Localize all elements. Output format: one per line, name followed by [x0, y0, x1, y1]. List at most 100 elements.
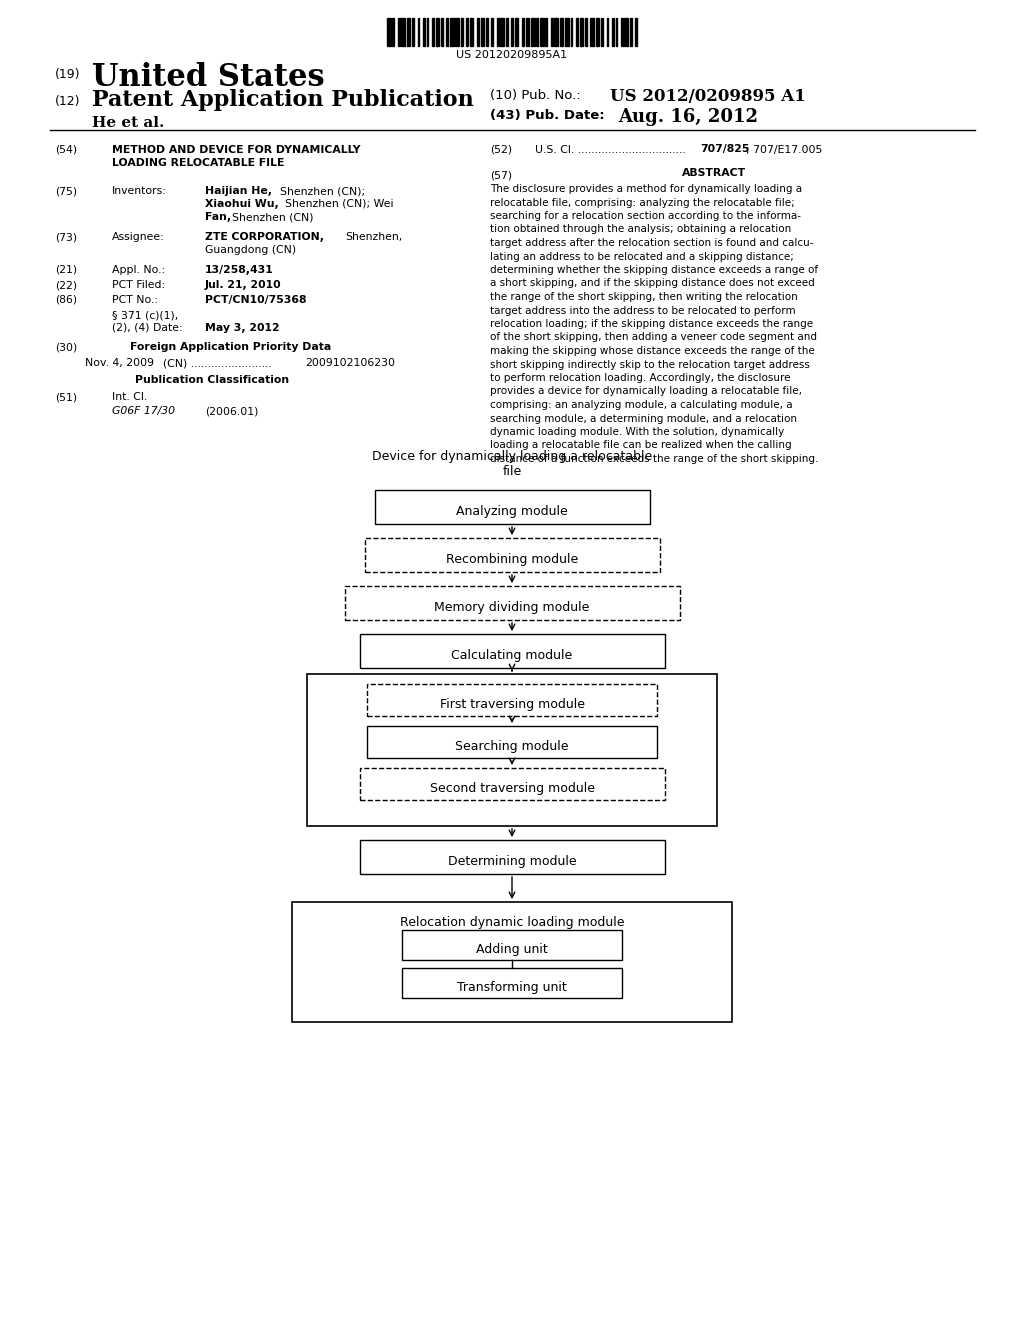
Text: provides a device for dynamically loading a relocatable file,: provides a device for dynamically loadin…	[490, 387, 802, 396]
Text: Shenzhen (CN): Shenzhen (CN)	[232, 213, 313, 222]
Text: (12): (12)	[55, 95, 81, 108]
Text: (2), (4) Date:: (2), (4) Date:	[112, 323, 182, 333]
Text: Relocation dynamic loading module: Relocation dynamic loading module	[399, 916, 625, 929]
Bar	[461, 18, 463, 46]
Text: US 20120209895A1: US 20120209895A1	[457, 50, 567, 59]
Text: 13/258,431: 13/258,431	[205, 265, 273, 275]
Bar	[625, 18, 628, 46]
Text: lating an address to be relocated and a skipping distance;: lating an address to be relocated and a …	[490, 252, 794, 261]
Text: making the skipping whose distance exceeds the range of the: making the skipping whose distance excee…	[490, 346, 815, 356]
Bar	[360, 840, 665, 874]
Text: a short skipping, and if the skipping distance does not exceed: a short skipping, and if the skipping di…	[490, 279, 815, 289]
Bar	[530, 18, 535, 46]
Text: loading a relocatable file can be realized when the calling: loading a relocatable file can be realiz…	[490, 441, 792, 450]
Text: (43) Pub. Date:: (43) Pub. Date:	[490, 110, 604, 121]
Bar	[546, 18, 547, 46]
Text: ZTE CORPORATION,: ZTE CORPORATION,	[205, 232, 324, 242]
Bar	[367, 684, 657, 715]
Bar	[575, 18, 578, 46]
Text: (22): (22)	[55, 280, 77, 290]
Text: Recombining module: Recombining module	[445, 553, 579, 566]
Bar	[456, 18, 459, 46]
Text: Device for dynamically loading a relocatable: Device for dynamically loading a relocat…	[372, 450, 652, 463]
Text: (10) Pub. No.:: (10) Pub. No.:	[490, 88, 581, 102]
Bar	[432, 18, 434, 46]
Text: Int. Cl.: Int. Cl.	[112, 392, 147, 403]
Text: (51): (51)	[55, 392, 77, 403]
Text: file: file	[503, 465, 521, 478]
Bar	[423, 18, 425, 46]
Bar	[365, 539, 660, 572]
Text: Fan,: Fan,	[205, 213, 231, 222]
Text: Adding unit: Adding unit	[476, 942, 548, 956]
Bar	[470, 18, 473, 46]
Text: short skipping indirectly skip to the relocation target address: short skipping indirectly skip to the re…	[490, 359, 810, 370]
Bar	[477, 18, 478, 46]
Text: Calculating module: Calculating module	[452, 649, 572, 663]
Text: PCT/CN10/75368: PCT/CN10/75368	[205, 294, 306, 305]
Text: May 3, 2012: May 3, 2012	[205, 323, 280, 333]
Text: Jul. 21, 2010: Jul. 21, 2010	[205, 280, 282, 290]
Text: (57): (57)	[490, 170, 512, 180]
Text: relocation loading; if the skipping distance exceeds the range: relocation loading; if the skipping dist…	[490, 319, 813, 329]
Bar	[596, 18, 599, 46]
Bar	[480, 18, 484, 46]
Text: Analyzing module: Analyzing module	[456, 506, 568, 517]
Bar	[501, 18, 504, 46]
Bar	[565, 18, 568, 46]
Text: He et al.: He et al.	[92, 116, 165, 129]
Text: Xiaohui Wu,: Xiaohui Wu,	[205, 199, 279, 209]
Text: (CN) ........................: (CN) ........................	[163, 358, 271, 368]
Text: Shenzhen (CN);: Shenzhen (CN);	[280, 186, 366, 195]
Bar	[497, 18, 499, 46]
Text: comprising: an analyzing module, a calculating module, a: comprising: an analyzing module, a calcu…	[490, 400, 793, 411]
Bar	[606, 18, 608, 46]
Text: METHOD AND DEVICE FOR DYNAMICALLY: METHOD AND DEVICE FOR DYNAMICALLY	[112, 145, 360, 154]
Bar	[515, 18, 518, 46]
Bar	[292, 902, 732, 1022]
Bar	[402, 931, 622, 960]
Text: (54): (54)	[55, 145, 77, 154]
Bar	[446, 18, 449, 46]
Text: Second traversing module: Second traversing module	[429, 781, 595, 795]
Bar	[418, 18, 419, 46]
Text: (21): (21)	[55, 265, 77, 275]
Text: target address into the address to be relocated to perform: target address into the address to be re…	[490, 305, 796, 315]
Bar	[612, 18, 613, 46]
Bar	[367, 726, 657, 758]
Bar	[466, 18, 468, 46]
Text: Transforming unit: Transforming unit	[457, 981, 567, 994]
Text: distance of a function exceeds the range of the short skipping.: distance of a function exceeds the range…	[490, 454, 818, 465]
Text: Inventors:: Inventors:	[112, 186, 167, 195]
Text: to perform relocation loading. Accordingly, the disclosure: to perform relocation loading. According…	[490, 374, 791, 383]
Text: Haijian He,: Haijian He,	[205, 186, 272, 195]
Bar	[492, 18, 494, 46]
Text: 707/825: 707/825	[700, 144, 750, 154]
Text: tion obtained through the analysis; obtaining a relocation: tion obtained through the analysis; obta…	[490, 224, 792, 235]
Bar	[615, 18, 617, 46]
Text: G06F 17/30: G06F 17/30	[112, 407, 175, 416]
Text: target address after the relocation section is found and calcu-: target address after the relocation sect…	[490, 238, 813, 248]
Text: (75): (75)	[55, 186, 77, 195]
Text: U.S. Cl. ................................: U.S. Cl. ...............................…	[535, 145, 686, 154]
Text: (52): (52)	[490, 145, 512, 154]
Text: Appl. No.:: Appl. No.:	[112, 265, 165, 275]
Bar	[511, 18, 513, 46]
Bar	[560, 18, 563, 46]
Bar	[412, 18, 414, 46]
Text: Publication Classification: Publication Classification	[135, 375, 289, 385]
Bar	[392, 18, 394, 46]
Text: 2009102106230: 2009102106230	[305, 358, 395, 368]
Text: Aug. 16, 2012: Aug. 16, 2012	[618, 108, 758, 125]
Bar	[307, 675, 717, 826]
Bar	[506, 18, 508, 46]
Text: relocatable file, comprising: analyzing the relocatable file;: relocatable file, comprising: analyzing …	[490, 198, 795, 207]
Bar	[601, 18, 603, 46]
Bar	[554, 18, 558, 46]
Bar	[580, 18, 583, 46]
Bar	[630, 18, 632, 46]
Text: PCT Filed:: PCT Filed:	[112, 280, 165, 290]
Bar	[522, 18, 523, 46]
Bar	[360, 634, 665, 668]
Bar	[570, 18, 572, 46]
